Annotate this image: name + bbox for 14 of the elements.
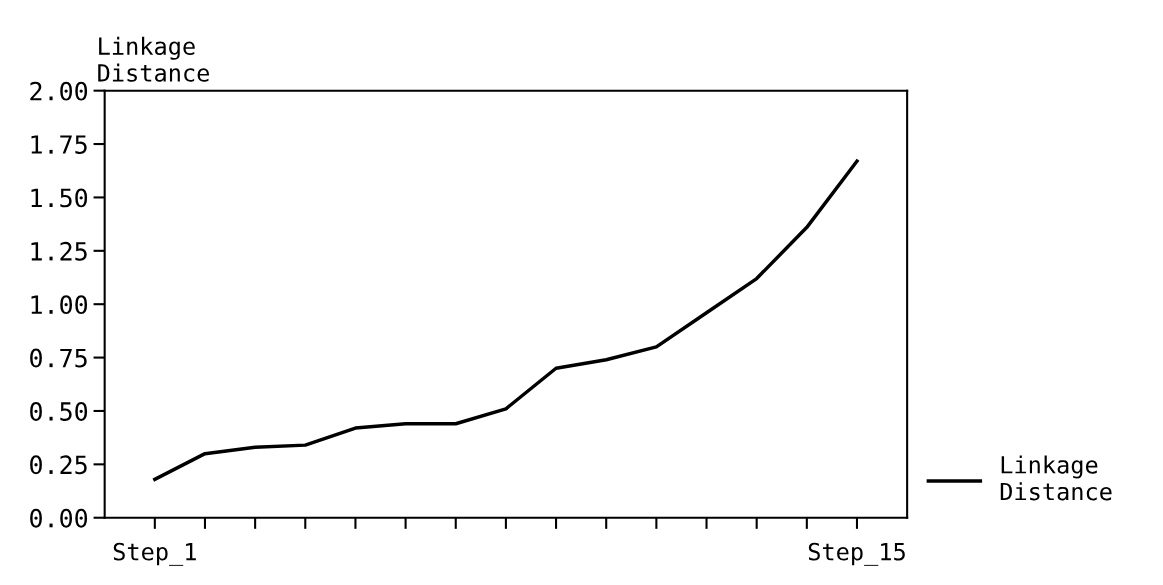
y-tick-label: 0.25: [30, 455, 87, 475]
y-axis-title: Linkage Distance: [98, 36, 209, 82]
y-tick-label: 1.00: [31, 295, 88, 315]
y-tick-label: 2.00: [30, 81, 88, 101]
y-tick-label: 0.75: [30, 348, 87, 368]
y-tick-label: 1.25: [31, 241, 87, 261]
x-tick-label: Step_15: [808, 542, 905, 566]
x-tick-label: Step_1: [113, 542, 196, 566]
y-tick-label: 1.50: [31, 188, 88, 208]
line-series: [153, 159, 859, 482]
y-tick-label: 0.50: [30, 401, 88, 421]
y-tick-label: 1.75: [31, 135, 87, 154]
y-tick-label: 0.00: [30, 508, 88, 528]
legend-label: Linkage Distance: [1000, 455, 1112, 501]
